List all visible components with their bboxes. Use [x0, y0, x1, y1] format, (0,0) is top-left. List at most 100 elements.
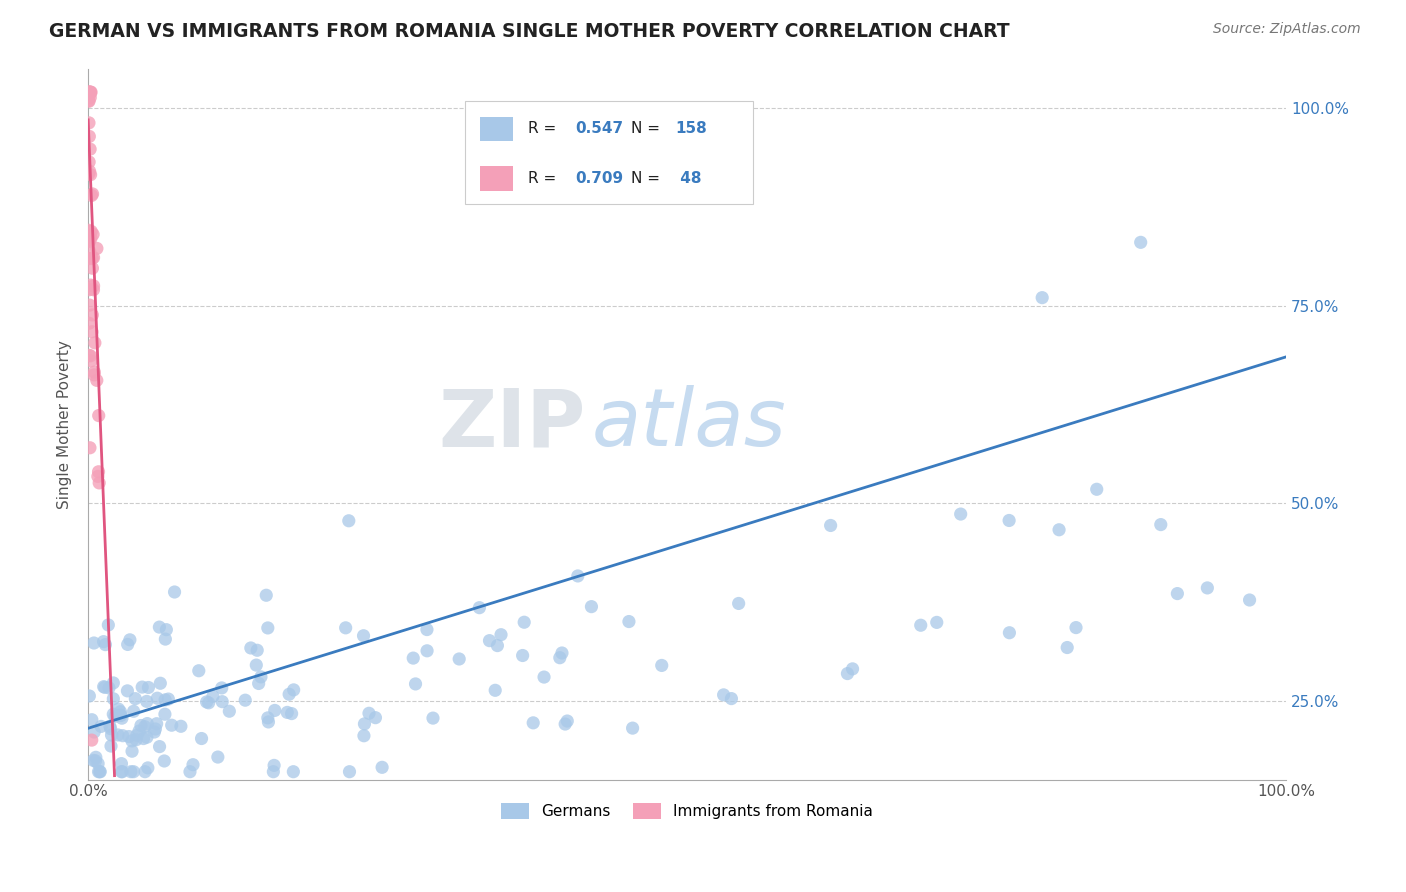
- Point: [100, 739, 122, 753]
- Point: [110, 764, 132, 779]
- Point: [77, 95, 100, 109]
- Point: [278, 687, 301, 701]
- Point: [111, 729, 134, 743]
- Point: [118, 632, 141, 647]
- Text: R =: R =: [527, 171, 561, 186]
- Point: [134, 720, 156, 734]
- Point: [170, 719, 193, 733]
- Point: [77, 155, 100, 169]
- FancyBboxPatch shape: [479, 117, 513, 142]
- Point: [82, 754, 104, 768]
- Point: [416, 644, 439, 658]
- Point: [153, 707, 176, 722]
- Text: Source: ZipAtlas.com: Source: ZipAtlas.com: [1213, 22, 1361, 37]
- Point: [79, 244, 101, 259]
- Point: [77, 283, 100, 297]
- Point: [79, 689, 101, 703]
- Point: [94, 681, 117, 695]
- Point: [727, 597, 749, 611]
- Point: [122, 764, 145, 779]
- Point: [77, 85, 100, 99]
- Point: [117, 684, 139, 698]
- Point: [1047, 523, 1070, 537]
- Point: [548, 650, 571, 665]
- Point: [371, 760, 394, 774]
- Point: [353, 717, 375, 731]
- Point: [79, 233, 101, 247]
- Point: [337, 514, 360, 528]
- Point: [87, 465, 110, 479]
- Point: [720, 691, 742, 706]
- Point: [250, 670, 273, 684]
- Point: [138, 681, 160, 695]
- Point: [86, 373, 108, 387]
- Point: [100, 722, 122, 736]
- Point: [513, 615, 536, 630]
- Point: [87, 764, 110, 779]
- Point: [79, 168, 101, 182]
- Point: [77, 316, 100, 330]
- Point: [153, 693, 176, 707]
- Point: [187, 664, 209, 678]
- Point: [197, 696, 219, 710]
- Point: [1064, 621, 1087, 635]
- Point: [89, 475, 111, 490]
- Point: [107, 728, 129, 742]
- Point: [131, 680, 153, 694]
- Y-axis label: Single Mother Poverty: Single Mother Poverty: [58, 340, 72, 508]
- Point: [621, 721, 644, 735]
- Point: [181, 757, 204, 772]
- Point: [80, 188, 103, 202]
- Point: [1239, 593, 1261, 607]
- Point: [1197, 581, 1219, 595]
- Point: [179, 764, 201, 779]
- Point: [478, 633, 501, 648]
- Point: [87, 469, 110, 483]
- Point: [339, 764, 361, 779]
- Point: [910, 618, 932, 632]
- Point: [79, 85, 101, 99]
- Point: [416, 623, 439, 637]
- Point: [949, 507, 972, 521]
- Point: [80, 224, 103, 238]
- Point: [77, 167, 100, 181]
- Point: [617, 615, 640, 629]
- Point: [93, 680, 115, 694]
- Point: [128, 724, 150, 739]
- Point: [79, 441, 101, 455]
- Point: [148, 739, 170, 754]
- Point: [422, 711, 444, 725]
- Point: [84, 754, 107, 768]
- Point: [135, 694, 157, 708]
- Point: [405, 677, 427, 691]
- Text: 0.709: 0.709: [575, 171, 624, 186]
- Point: [276, 706, 298, 720]
- Point: [512, 648, 534, 663]
- Point: [353, 629, 375, 643]
- Point: [79, 90, 101, 104]
- Point: [97, 618, 120, 632]
- Point: [143, 725, 166, 739]
- Point: [132, 731, 155, 746]
- Point: [533, 670, 555, 684]
- Point: [555, 714, 578, 728]
- Point: [103, 676, 125, 690]
- Point: [280, 706, 302, 721]
- Point: [117, 637, 139, 651]
- Point: [80, 354, 103, 368]
- Point: [554, 717, 576, 731]
- Point: [121, 734, 143, 748]
- Point: [163, 585, 186, 599]
- Point: [254, 588, 277, 602]
- Point: [103, 707, 125, 722]
- Point: [89, 764, 111, 779]
- Point: [83, 365, 105, 379]
- Point: [79, 87, 101, 101]
- Point: [129, 718, 152, 732]
- Point: [925, 615, 948, 630]
- Point: [449, 652, 471, 666]
- Point: [155, 632, 177, 646]
- Point: [263, 758, 285, 772]
- Point: [79, 164, 101, 178]
- Point: [256, 621, 278, 635]
